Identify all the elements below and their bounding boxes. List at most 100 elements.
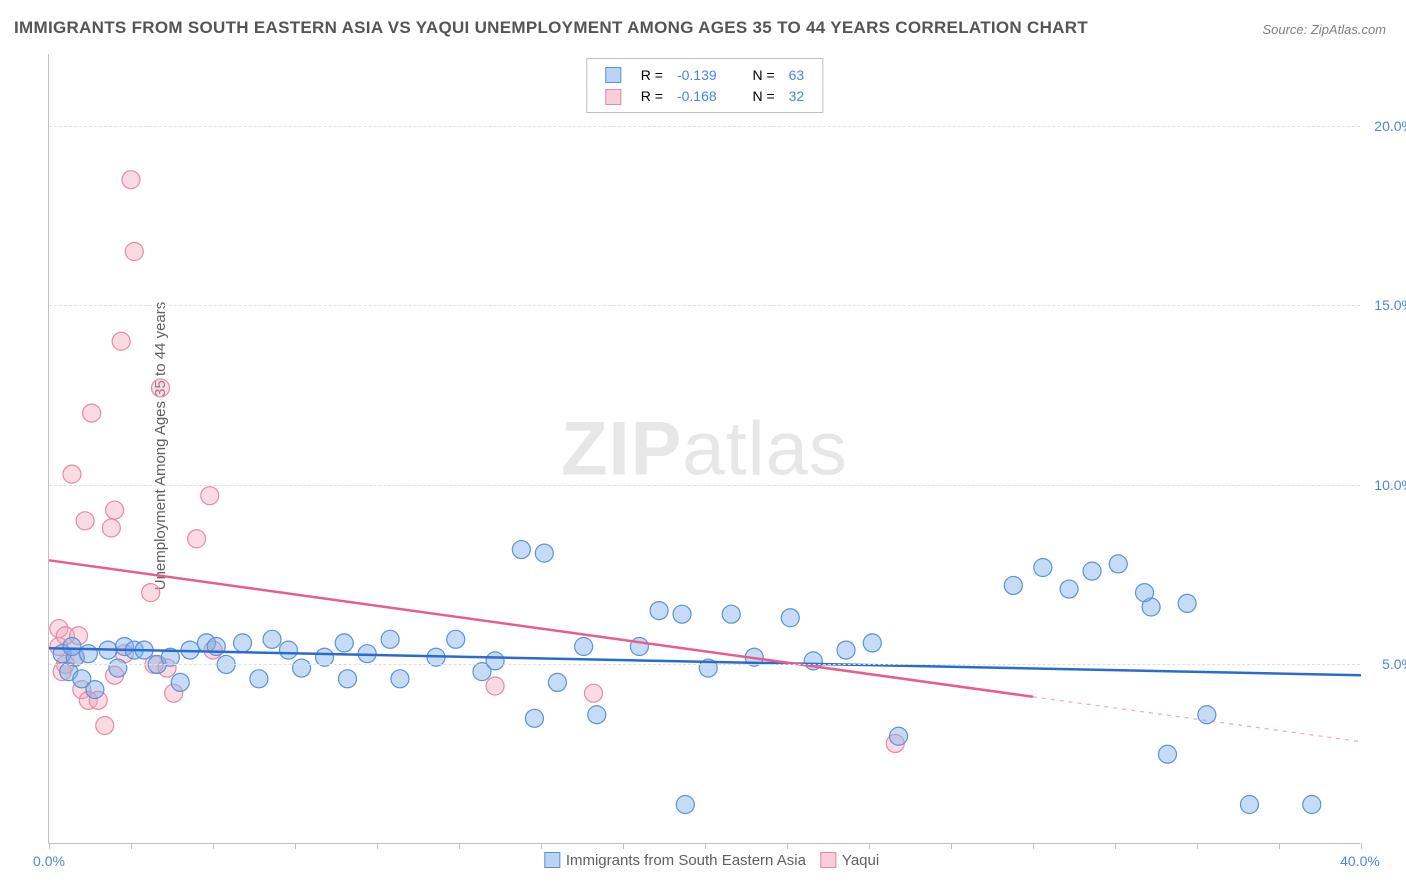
blue-point: [890, 727, 908, 745]
pink-point: [125, 243, 143, 261]
x-tick: [951, 843, 952, 849]
gridline-h: [49, 126, 1360, 127]
blue-point: [863, 634, 881, 652]
blue-point: [1303, 796, 1321, 814]
pink-point: [584, 684, 602, 702]
x-tick-max: 40.0%: [1340, 853, 1380, 869]
r-label: R =: [635, 65, 669, 84]
r-value: -0.139: [671, 65, 723, 84]
x-tick: [541, 843, 542, 849]
r-label: R =: [635, 86, 669, 105]
blue-point: [575, 638, 593, 656]
blue-point: [86, 681, 104, 699]
blue-point: [722, 605, 740, 623]
correlation-legend: R =-0.139 N =63R =-0.168 N =32: [586, 58, 823, 113]
blue-point: [335, 634, 353, 652]
x-tick-0: 0.0%: [33, 853, 65, 869]
legend-swatch: [605, 89, 621, 105]
pink-trendline-extrap: [1033, 697, 1361, 742]
blue-point: [781, 609, 799, 627]
n-value: 63: [783, 65, 811, 84]
legend-label: Yaqui: [842, 852, 879, 869]
x-tick: [705, 843, 706, 849]
pink-point: [96, 717, 114, 735]
blue-point: [234, 634, 252, 652]
blue-point: [79, 645, 97, 663]
pink-point: [76, 512, 94, 530]
pink-point: [102, 519, 120, 537]
blue-point: [279, 641, 297, 659]
x-tick: [1033, 843, 1034, 849]
x-tick: [459, 843, 460, 849]
blue-point: [381, 630, 399, 648]
pink-point: [142, 584, 160, 602]
blue-point: [1004, 576, 1022, 594]
n-label: N =: [746, 86, 780, 105]
x-tick: [1115, 843, 1116, 849]
blue-point: [1136, 584, 1154, 602]
blue-point: [250, 670, 268, 688]
pink-point: [188, 530, 206, 548]
plot-area: ZIPatlas R =-0.139 N =63R =-0.168 N =32 …: [48, 54, 1360, 844]
x-tick: [377, 843, 378, 849]
y-tick-label: 5.0%: [1364, 656, 1406, 672]
blue-point: [650, 602, 668, 620]
source-label: Source: ZipAtlas.com: [1262, 22, 1386, 37]
blue-point: [171, 673, 189, 691]
blue-point: [486, 652, 504, 670]
blue-point: [63, 638, 81, 656]
gridline-h: [49, 664, 1360, 665]
blue-point: [1158, 745, 1176, 763]
blue-point: [1109, 555, 1127, 573]
x-tick: [869, 843, 870, 849]
pink-trendline: [49, 560, 1033, 696]
pink-point: [63, 465, 81, 483]
legend-swatch: [544, 852, 560, 868]
blue-point: [676, 796, 694, 814]
x-tick: [623, 843, 624, 849]
r-value: -0.168: [671, 86, 723, 105]
y-tick-label: 20.0%: [1364, 118, 1406, 134]
pink-point: [112, 332, 130, 350]
x-tick: [295, 843, 296, 849]
blue-point: [525, 709, 543, 727]
blue-point: [837, 641, 855, 659]
pink-point: [106, 501, 124, 519]
blue-point: [1178, 594, 1196, 612]
legend-row: R =-0.139 N =63: [599, 65, 810, 84]
series-legend: Immigrants from South Eastern Asia Yaqui: [530, 852, 879, 869]
pink-point: [83, 404, 101, 422]
blue-point: [1034, 559, 1052, 577]
x-tick: [1361, 843, 1362, 849]
x-tick: [213, 843, 214, 849]
n-value: 32: [783, 86, 811, 105]
blue-point: [548, 673, 566, 691]
n-label: N =: [746, 65, 780, 84]
blue-point: [1240, 796, 1258, 814]
legend-row: R =-0.168 N =32: [599, 86, 810, 105]
x-tick: [787, 843, 788, 849]
blue-point: [673, 605, 691, 623]
blue-point: [512, 541, 530, 559]
blue-point: [263, 630, 281, 648]
blue-point: [447, 630, 465, 648]
pink-point: [152, 379, 170, 397]
blue-point: [588, 706, 606, 724]
x-tick: [49, 843, 50, 849]
pink-point: [201, 487, 219, 505]
blue-point: [109, 659, 127, 677]
x-tick: [1197, 843, 1198, 849]
y-tick-label: 15.0%: [1364, 297, 1406, 313]
legend-label: Immigrants from South Eastern Asia: [566, 852, 806, 869]
legend-swatch: [820, 852, 836, 868]
gridline-h: [49, 485, 1360, 486]
pink-point: [486, 677, 504, 695]
blue-point: [535, 544, 553, 562]
blue-point: [1060, 580, 1078, 598]
chart-title: IMMIGRANTS FROM SOUTH EASTERN ASIA VS YA…: [14, 18, 1088, 38]
blue-point: [1083, 562, 1101, 580]
blue-point: [391, 670, 409, 688]
x-tick: [1279, 843, 1280, 849]
y-tick-label: 10.0%: [1364, 477, 1406, 493]
pink-point: [122, 171, 140, 189]
